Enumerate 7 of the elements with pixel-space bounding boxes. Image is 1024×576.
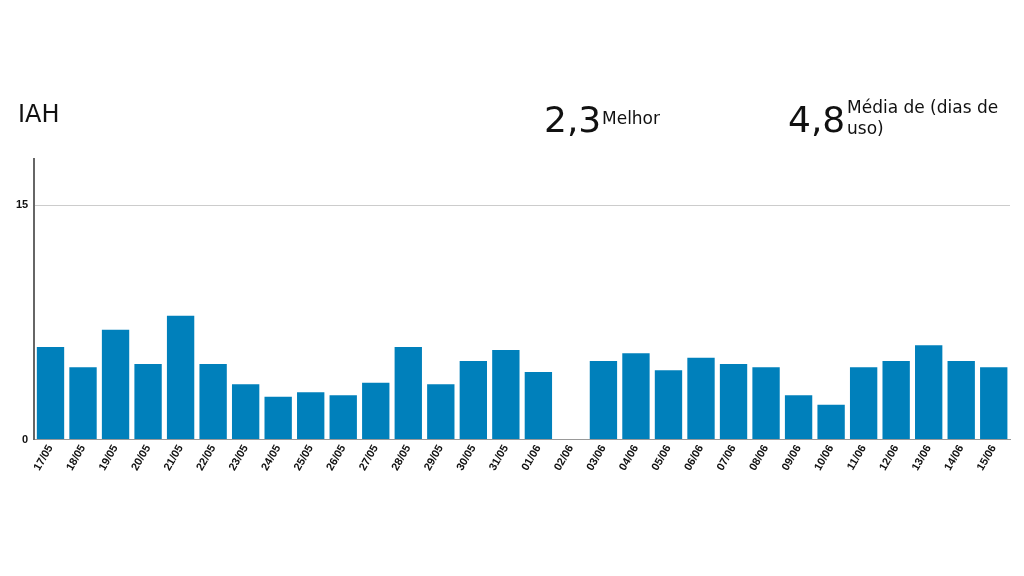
text: 2,3 — [544, 99, 602, 140]
chart-title: IAH — [18, 100, 60, 128]
y-tick-label: 0 — [22, 432, 29, 445]
text: Média de (dias de uso) — [847, 97, 1000, 139]
text: Melhor — [602, 108, 661, 129]
text: 4,8 — [788, 99, 846, 140]
y-tick-label: 15 — [15, 198, 29, 211]
